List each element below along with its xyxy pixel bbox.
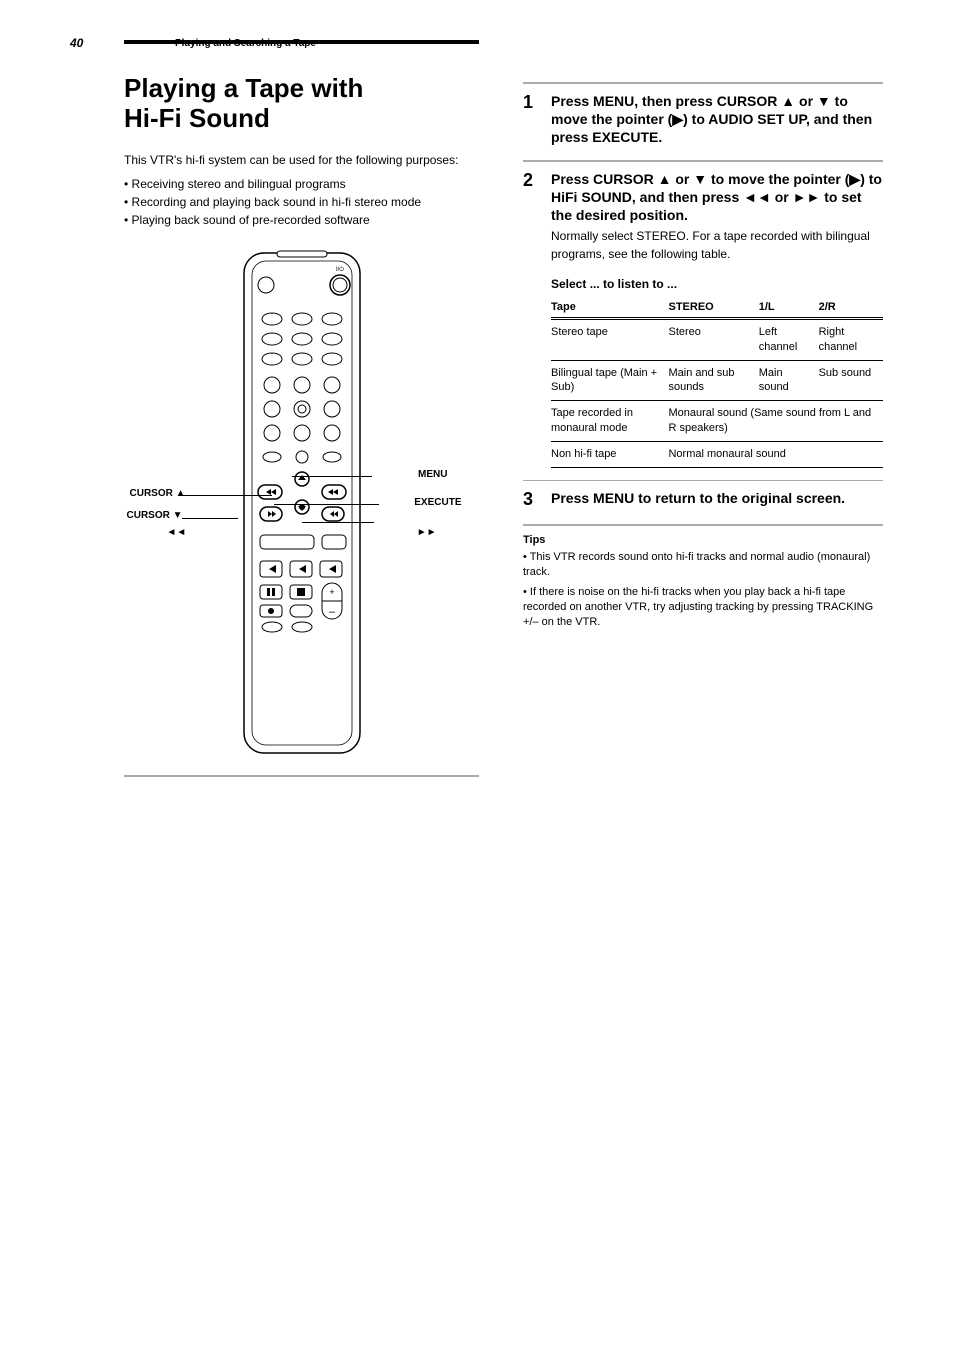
- grey-rule: [523, 480, 883, 482]
- tip-line: • If there is noise on the hi-fi tracks …: [523, 585, 883, 631]
- table-row: Tape recorded in monaural mode Monaural …: [551, 401, 883, 442]
- svg-text:+: +: [329, 587, 334, 597]
- section-title-line2: Hi-Fi Sound: [124, 103, 270, 133]
- step-number: 3: [523, 489, 541, 510]
- grey-rule: [523, 524, 883, 526]
- table-header: STEREO: [668, 297, 758, 318]
- grey-rule: [523, 82, 883, 84]
- table-cell: Main and sub sounds: [668, 360, 758, 401]
- callout-line: [274, 504, 379, 505]
- table-cell: Stereo tape: [551, 319, 668, 360]
- left-column: Playing a Tape with Hi-Fi Sound This VTR…: [124, 74, 479, 785]
- table-row: Bilingual tape (Main + Sub) Main and sub…: [551, 360, 883, 401]
- table-header-note: Select ... to listen to ...: [551, 277, 883, 291]
- svg-text:–: –: [328, 606, 335, 618]
- table-cell: Monaural sound (Same sound from L and R …: [668, 401, 883, 442]
- prev-icon: ◄◄: [743, 189, 771, 205]
- next-icon: ►►: [793, 189, 821, 205]
- sound-mode-table: Tape STEREO 1/L 2/R Stereo tape Stereo L…: [551, 297, 883, 468]
- table-row: Stereo tape Stereo Left channel Right ch…: [551, 319, 883, 360]
- step-2: 2 Press CURSOR ▲ or ▼ to move the pointe…: [523, 170, 883, 263]
- table-cell: Stereo: [668, 319, 758, 360]
- step-text: Press MENU, then press CURSOR ▲ or ▼ to …: [551, 92, 883, 147]
- step-3: 3 Press MENU to return to the original s…: [523, 489, 883, 510]
- step-2-mid2: or: [771, 189, 793, 205]
- tips-heading: Tips: [523, 534, 883, 546]
- table-header: 1/L: [759, 297, 819, 318]
- step-number: 2: [523, 170, 541, 263]
- remote-label-menu: MENU: [418, 469, 447, 480]
- section-title: Playing a Tape with Hi-Fi Sound: [124, 74, 479, 134]
- remote-label-execute: EXECUTE: [414, 497, 461, 508]
- remote-svg: I/⏻: [222, 247, 382, 767]
- table-cell: Main sound: [759, 360, 819, 401]
- right-column: 1 Press MENU, then press CURSOR ▲ or ▼ t…: [523, 74, 883, 785]
- table-cell: Non hi-fi tape: [551, 441, 668, 467]
- table-header: 2/R: [819, 297, 883, 318]
- bullet-item: Recording and playing back sound in hi-f…: [124, 193, 479, 211]
- section-title-line1: Playing a Tape with: [124, 73, 363, 103]
- table-cell: Tape recorded in monaural mode: [551, 401, 668, 442]
- page-number: 40: [70, 36, 83, 50]
- step-text: Press MENU to return to the original scr…: [551, 489, 845, 510]
- table-cell: Normal monaural sound: [668, 441, 883, 467]
- table-header: Tape: [551, 297, 668, 318]
- callout-line: [182, 495, 272, 496]
- tips-block: Tips • This VTR records sound onto hi-fi…: [523, 534, 883, 631]
- grey-rule: [124, 775, 479, 777]
- step-text: Press CURSOR ▲ or ▼ to move the pointer …: [551, 170, 883, 225]
- tip-line: • This VTR records sound onto hi-fi trac…: [523, 550, 883, 581]
- remote-label-cursor-up: CURSOR ▲: [130, 488, 186, 499]
- callout-line: [302, 522, 374, 523]
- table-cell: Sub sound: [819, 360, 883, 401]
- callout-line: [292, 476, 372, 477]
- step-number: 1: [523, 92, 541, 147]
- feature-bullets: Receiving stereo and bilingual programs …: [124, 175, 479, 229]
- remote-label-next: ►►: [417, 527, 437, 538]
- remote-label-cursor-down: CURSOR ▼: [127, 510, 183, 521]
- bullet-item: Receiving stereo and bilingual programs: [124, 175, 479, 193]
- table-cell: Right channel: [819, 319, 883, 360]
- grey-rule: [523, 160, 883, 162]
- chapter-label: Playing and Searching a Tape: [175, 38, 316, 49]
- remote-diagram: CURSOR ▲ CURSOR ▼ ◄◄ MENU EXECUTE ►►: [192, 247, 412, 767]
- step-1: 1 Press MENU, then press CURSOR ▲ or ▼ t…: [523, 92, 883, 147]
- table-row: Non hi-fi tape Normal monaural sound: [551, 441, 883, 467]
- svg-text:I/⏻: I/⏻: [335, 266, 343, 273]
- table-cell: Bilingual tape (Main + Sub): [551, 360, 668, 401]
- table-cell: Left channel: [759, 319, 819, 360]
- callout-line: [182, 518, 238, 519]
- remote-label-prev: ◄◄: [167, 527, 187, 538]
- bullet-item: Playing back sound of pre-recorded softw…: [124, 211, 479, 229]
- intro-text: This VTR's hi-fi system can be used for …: [124, 152, 479, 169]
- step-subtext: Normally select STEREO. For a tape recor…: [551, 228, 883, 263]
